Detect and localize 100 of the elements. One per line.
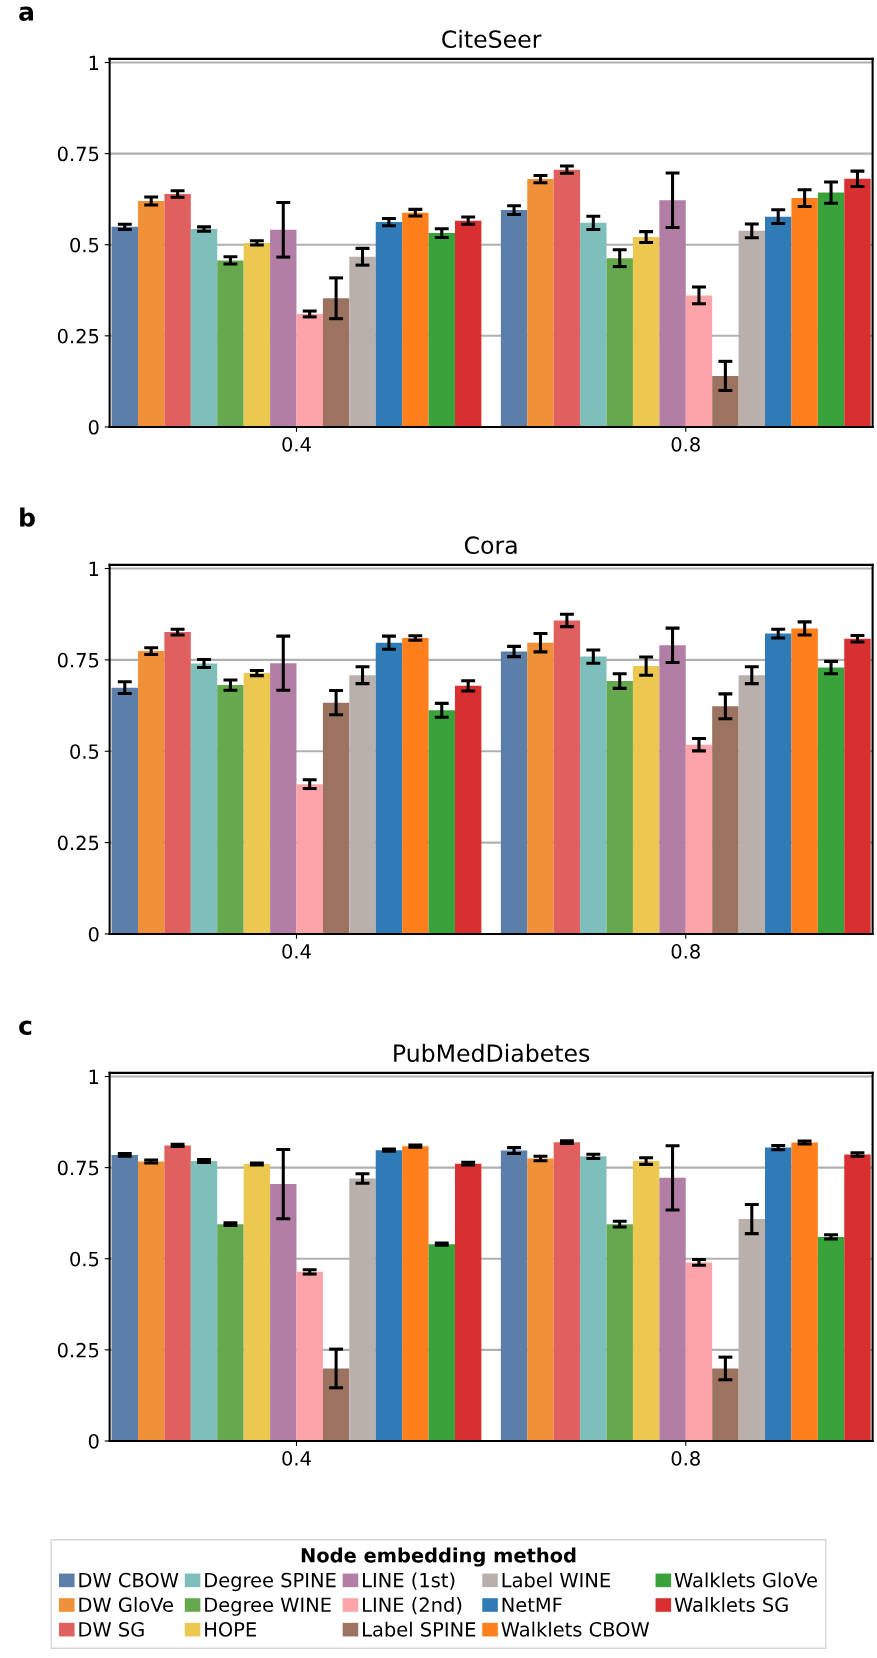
bar (738, 675, 766, 934)
x-tick-label: 0.4 (282, 437, 311, 452)
legend-label: Walklets GloVe (674, 1572, 817, 1588)
legend-label: DW CBOW (79, 1572, 179, 1588)
bar (243, 242, 271, 427)
bar (402, 1146, 429, 1441)
bar (606, 258, 633, 427)
bar (580, 1156, 607, 1441)
legend-label: NetMF (502, 1597, 562, 1613)
bar (580, 222, 607, 427)
legend-label: LINE (1st) (363, 1572, 455, 1590)
bar (375, 1150, 403, 1441)
bar (296, 784, 323, 934)
bar (553, 1142, 581, 1441)
y-tick-label: 0.5 (70, 744, 99, 759)
legend-label: Degree WINE (205, 1597, 331, 1616)
bar (606, 1224, 633, 1441)
x-tick-label: 0.8 (671, 1451, 700, 1466)
bar (685, 744, 713, 934)
bar (428, 710, 455, 934)
bar (500, 651, 528, 934)
bar (844, 638, 871, 934)
bar (527, 179, 554, 427)
bar (817, 667, 845, 934)
bar (270, 229, 297, 427)
bar (164, 194, 191, 427)
chart-title: Cora (464, 536, 517, 555)
bar (553, 620, 581, 934)
bar (322, 1368, 350, 1441)
bar (454, 685, 482, 934)
bar (270, 663, 297, 934)
legend-label: HOPE (205, 1622, 256, 1637)
bar (137, 651, 165, 934)
bar (322, 298, 350, 427)
y-tick-label: 0.75 (57, 652, 99, 668)
legend-label: Walklets SG (674, 1597, 788, 1613)
bar (111, 226, 138, 427)
text: c (19, 1020, 32, 1035)
bar (527, 642, 554, 934)
bar (817, 1236, 845, 1441)
bar (685, 1262, 713, 1441)
bar (685, 295, 713, 427)
bar (712, 375, 739, 427)
bar (791, 628, 818, 934)
bar (402, 637, 429, 934)
bar (844, 178, 871, 427)
bar (190, 1161, 218, 1441)
bar (632, 1161, 660, 1441)
x-tick-label: 0.8 (671, 944, 700, 959)
text: b (20, 507, 35, 527)
legend-title: Node embedding method (301, 1547, 576, 1567)
y-tick-label: 0.25 (57, 1342, 99, 1358)
bar (500, 1150, 528, 1441)
bar (296, 1271, 323, 1441)
bar (553, 169, 581, 427)
bar (659, 1177, 686, 1441)
bar (580, 656, 607, 934)
legend-label: DW SG (79, 1622, 144, 1637)
y-tick-label: 0.75 (57, 1160, 99, 1176)
legend-label: Label WINE (502, 1572, 610, 1588)
bar (190, 663, 218, 934)
y-tick-label: 1 (89, 1069, 99, 1084)
bar (632, 666, 660, 934)
y-tick-label: 0.5 (70, 237, 99, 253)
bar (296, 313, 323, 427)
bar (111, 1154, 138, 1441)
y-tick-label: 0 (88, 926, 99, 942)
bar (844, 1154, 871, 1441)
bar (712, 1368, 739, 1441)
y-tick-label: 0 (88, 1433, 99, 1449)
bar (606, 681, 633, 934)
bar (137, 1161, 165, 1441)
bar (217, 1224, 244, 1441)
bar (659, 645, 686, 934)
bar (164, 1145, 191, 1441)
bar (375, 642, 403, 934)
chart-title: PubMedDiabetes (394, 1043, 590, 1063)
y-tick-label: 0.25 (57, 328, 99, 344)
bar (428, 233, 455, 427)
bar (817, 192, 845, 427)
bar (712, 706, 739, 934)
bar (111, 687, 138, 934)
x-tick-label: 0.8 (671, 437, 700, 452)
bar (270, 1184, 297, 1441)
y-tick-label: 0.5 (70, 1251, 99, 1267)
bar (190, 229, 218, 427)
bar (322, 702, 350, 934)
chart-title: CiteSeer (442, 29, 542, 49)
bar (243, 673, 271, 934)
bar (527, 1158, 554, 1441)
legend-label: Degree SPINE (205, 1572, 336, 1592)
bar (791, 198, 818, 427)
bar (454, 220, 482, 427)
bar (164, 632, 191, 934)
bar (765, 1147, 792, 1441)
legend-label: Label SPINE (363, 1621, 476, 1637)
bar (454, 1163, 482, 1441)
y-tick-label: 0 (88, 419, 99, 435)
bar (428, 1244, 455, 1441)
bar (765, 633, 792, 934)
